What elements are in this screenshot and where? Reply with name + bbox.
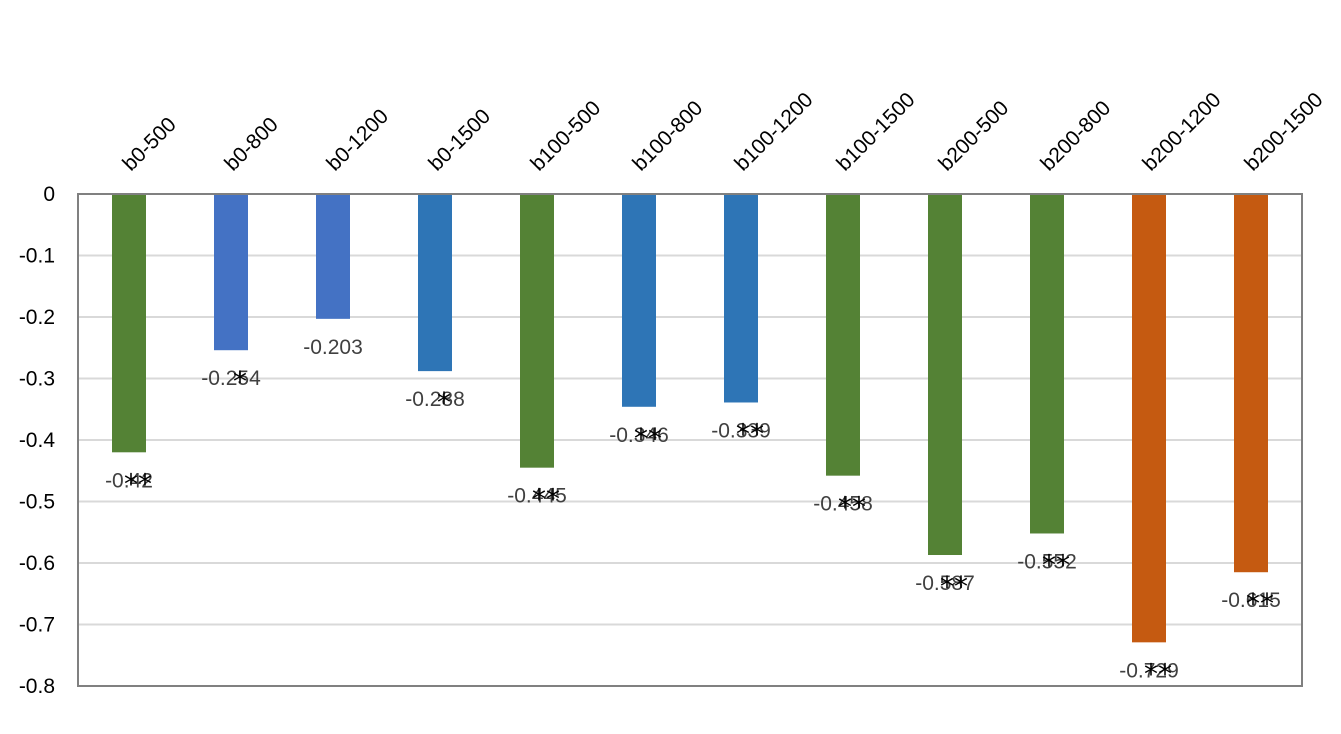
data-label: -0.552 (1017, 550, 1077, 573)
bar (928, 194, 962, 556)
category-label: b100-1500 (832, 88, 919, 175)
category-labels: b0-500 b0-800 b0-1200 b0-1500 b100-500 b100-8… (118, 88, 1327, 175)
gridlines (78, 193, 1302, 687)
category-label: b200-500 (934, 97, 1013, 176)
significance-label: ** (1246, 587, 1274, 620)
data-label: -0.203 (303, 336, 363, 359)
y-tick-label: 0 (43, 183, 55, 206)
bar (214, 194, 248, 351)
y-tick-label: -0.3 (19, 368, 55, 391)
bars (112, 194, 1268, 643)
significance-label: ** (124, 467, 152, 500)
plot-area-border (77, 193, 1303, 687)
category-label: b0-1500 (424, 105, 495, 176)
data-label: -0.445 (507, 485, 567, 508)
significance-label: ** (736, 417, 764, 450)
category-label: b0-800 (220, 113, 283, 176)
data-label: -0.458 (813, 493, 873, 516)
y-tick-label: -0.4 (19, 429, 56, 452)
category-label: b200-1500 (1240, 88, 1327, 175)
y-tick-label: -0.7 (19, 614, 55, 637)
significance-label: ** (1144, 657, 1172, 690)
bar (520, 194, 554, 468)
bar (1030, 194, 1064, 534)
y-tick-label: -0.5 (19, 491, 55, 514)
y-tick-label: -0.8 (19, 675, 55, 698)
bar (622, 194, 656, 407)
data-label: -0.339 (711, 419, 771, 442)
category-label: b0-500 (118, 113, 181, 176)
category-label: b200-800 (1036, 97, 1115, 176)
category-label: b0-1200 (322, 105, 393, 176)
data-label: -0.42 (105, 469, 153, 492)
significance-label: ** (838, 491, 866, 524)
significance-label: * (233, 365, 247, 398)
bar (112, 194, 146, 453)
category-label: b200-1200 (1138, 88, 1225, 175)
bar (1132, 194, 1166, 643)
bar (316, 194, 350, 319)
y-tick-label: -0.6 (19, 552, 55, 575)
significance-label: ** (1042, 548, 1070, 581)
y-tick-label: -0.1 (19, 245, 55, 268)
data-label: -0.346 (609, 424, 669, 447)
y-axis-tick-labels: 0 -0.1 -0.2 -0.3 -0.4 -0.5 -0.6 -0.7 -0.8 (19, 183, 56, 698)
category-label: b100-800 (628, 97, 707, 176)
data-label: -0.615 (1221, 589, 1281, 612)
significance-labels: ******** ************ (124, 365, 1274, 690)
significance-label: ** (940, 570, 968, 603)
significance-label: ** (532, 483, 560, 516)
data-label: -0.587 (915, 572, 975, 595)
category-label: b100-500 (526, 97, 605, 176)
bar (1234, 194, 1268, 573)
data-labels: -0.42 -0.254 -0.203 -0.288 -0.445 -0.346 -0.33… (105, 336, 1281, 682)
y-tick-label: -0.2 (19, 306, 55, 329)
bar (826, 194, 860, 476)
data-label: -0.254 (201, 367, 261, 390)
data-label: -0.729 (1119, 659, 1179, 682)
significance-label: * (437, 386, 451, 419)
bar (418, 194, 452, 372)
category-label: b100-1200 (730, 88, 817, 175)
bar (724, 194, 758, 403)
data-label: -0.288 (405, 388, 465, 411)
significance-label: ** (634, 422, 662, 455)
